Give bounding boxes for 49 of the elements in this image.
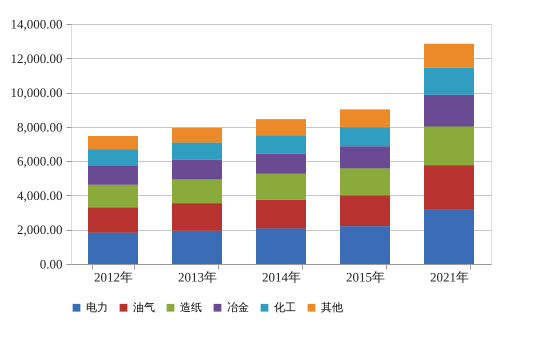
- bar: [88, 207, 138, 233]
- bar: [340, 127, 390, 146]
- bar: [340, 146, 390, 168]
- y-tick-label: 4,000.00: [17, 188, 62, 203]
- legend-label: 化工: [274, 300, 296, 314]
- bar: [256, 173, 306, 200]
- bar: [88, 232, 138, 264]
- legend-label: 其他: [321, 300, 343, 314]
- bar: [340, 226, 390, 264]
- bar: [172, 230, 222, 264]
- bar: [172, 203, 222, 231]
- x-tick-label: 2014年: [262, 270, 301, 284]
- bar: [256, 135, 306, 154]
- y-tick-label: 12,000.00: [10, 50, 62, 66]
- bar: [172, 160, 222, 180]
- bar: [256, 200, 306, 228]
- bar: [172, 142, 222, 160]
- bar: [256, 119, 306, 136]
- bar: [256, 154, 306, 174]
- y-tick-label: 14,000.00: [10, 16, 62, 32]
- bar: [88, 149, 138, 166]
- bar: [340, 109, 390, 128]
- y-tick-label: 10,000.00: [10, 85, 62, 100]
- bar: [88, 136, 138, 150]
- bar: [88, 166, 138, 185]
- bar: [424, 210, 474, 264]
- bar: [424, 126, 474, 166]
- bar: [424, 165, 474, 210]
- x-tick-label: 2013年: [178, 270, 217, 284]
- bar: [172, 179, 222, 204]
- x-tick-label: 2021年: [430, 270, 469, 284]
- bar: [424, 94, 474, 127]
- legend-label: 冶金: [227, 300, 249, 314]
- legend-label: 造纸: [180, 300, 202, 314]
- y-tick-label: 8,000.00: [17, 119, 62, 134]
- bar: [340, 195, 390, 226]
- x-tick-label: 2012年: [94, 270, 133, 284]
- bar: [88, 184, 138, 208]
- y-tick-label: 2,000.00: [17, 222, 62, 238]
- bar: [424, 44, 474, 68]
- x-tick-label: 2015年: [346, 270, 385, 284]
- y-tick-label: 0.00: [40, 256, 62, 272]
- y-tick-label: 6,000.00: [17, 154, 62, 169]
- bar: [256, 228, 306, 264]
- bar: [340, 168, 390, 196]
- bar: [172, 128, 222, 143]
- legend-label: 电力: [86, 300, 108, 314]
- legend-label: 油气: [133, 300, 155, 314]
- bar: [424, 68, 474, 95]
